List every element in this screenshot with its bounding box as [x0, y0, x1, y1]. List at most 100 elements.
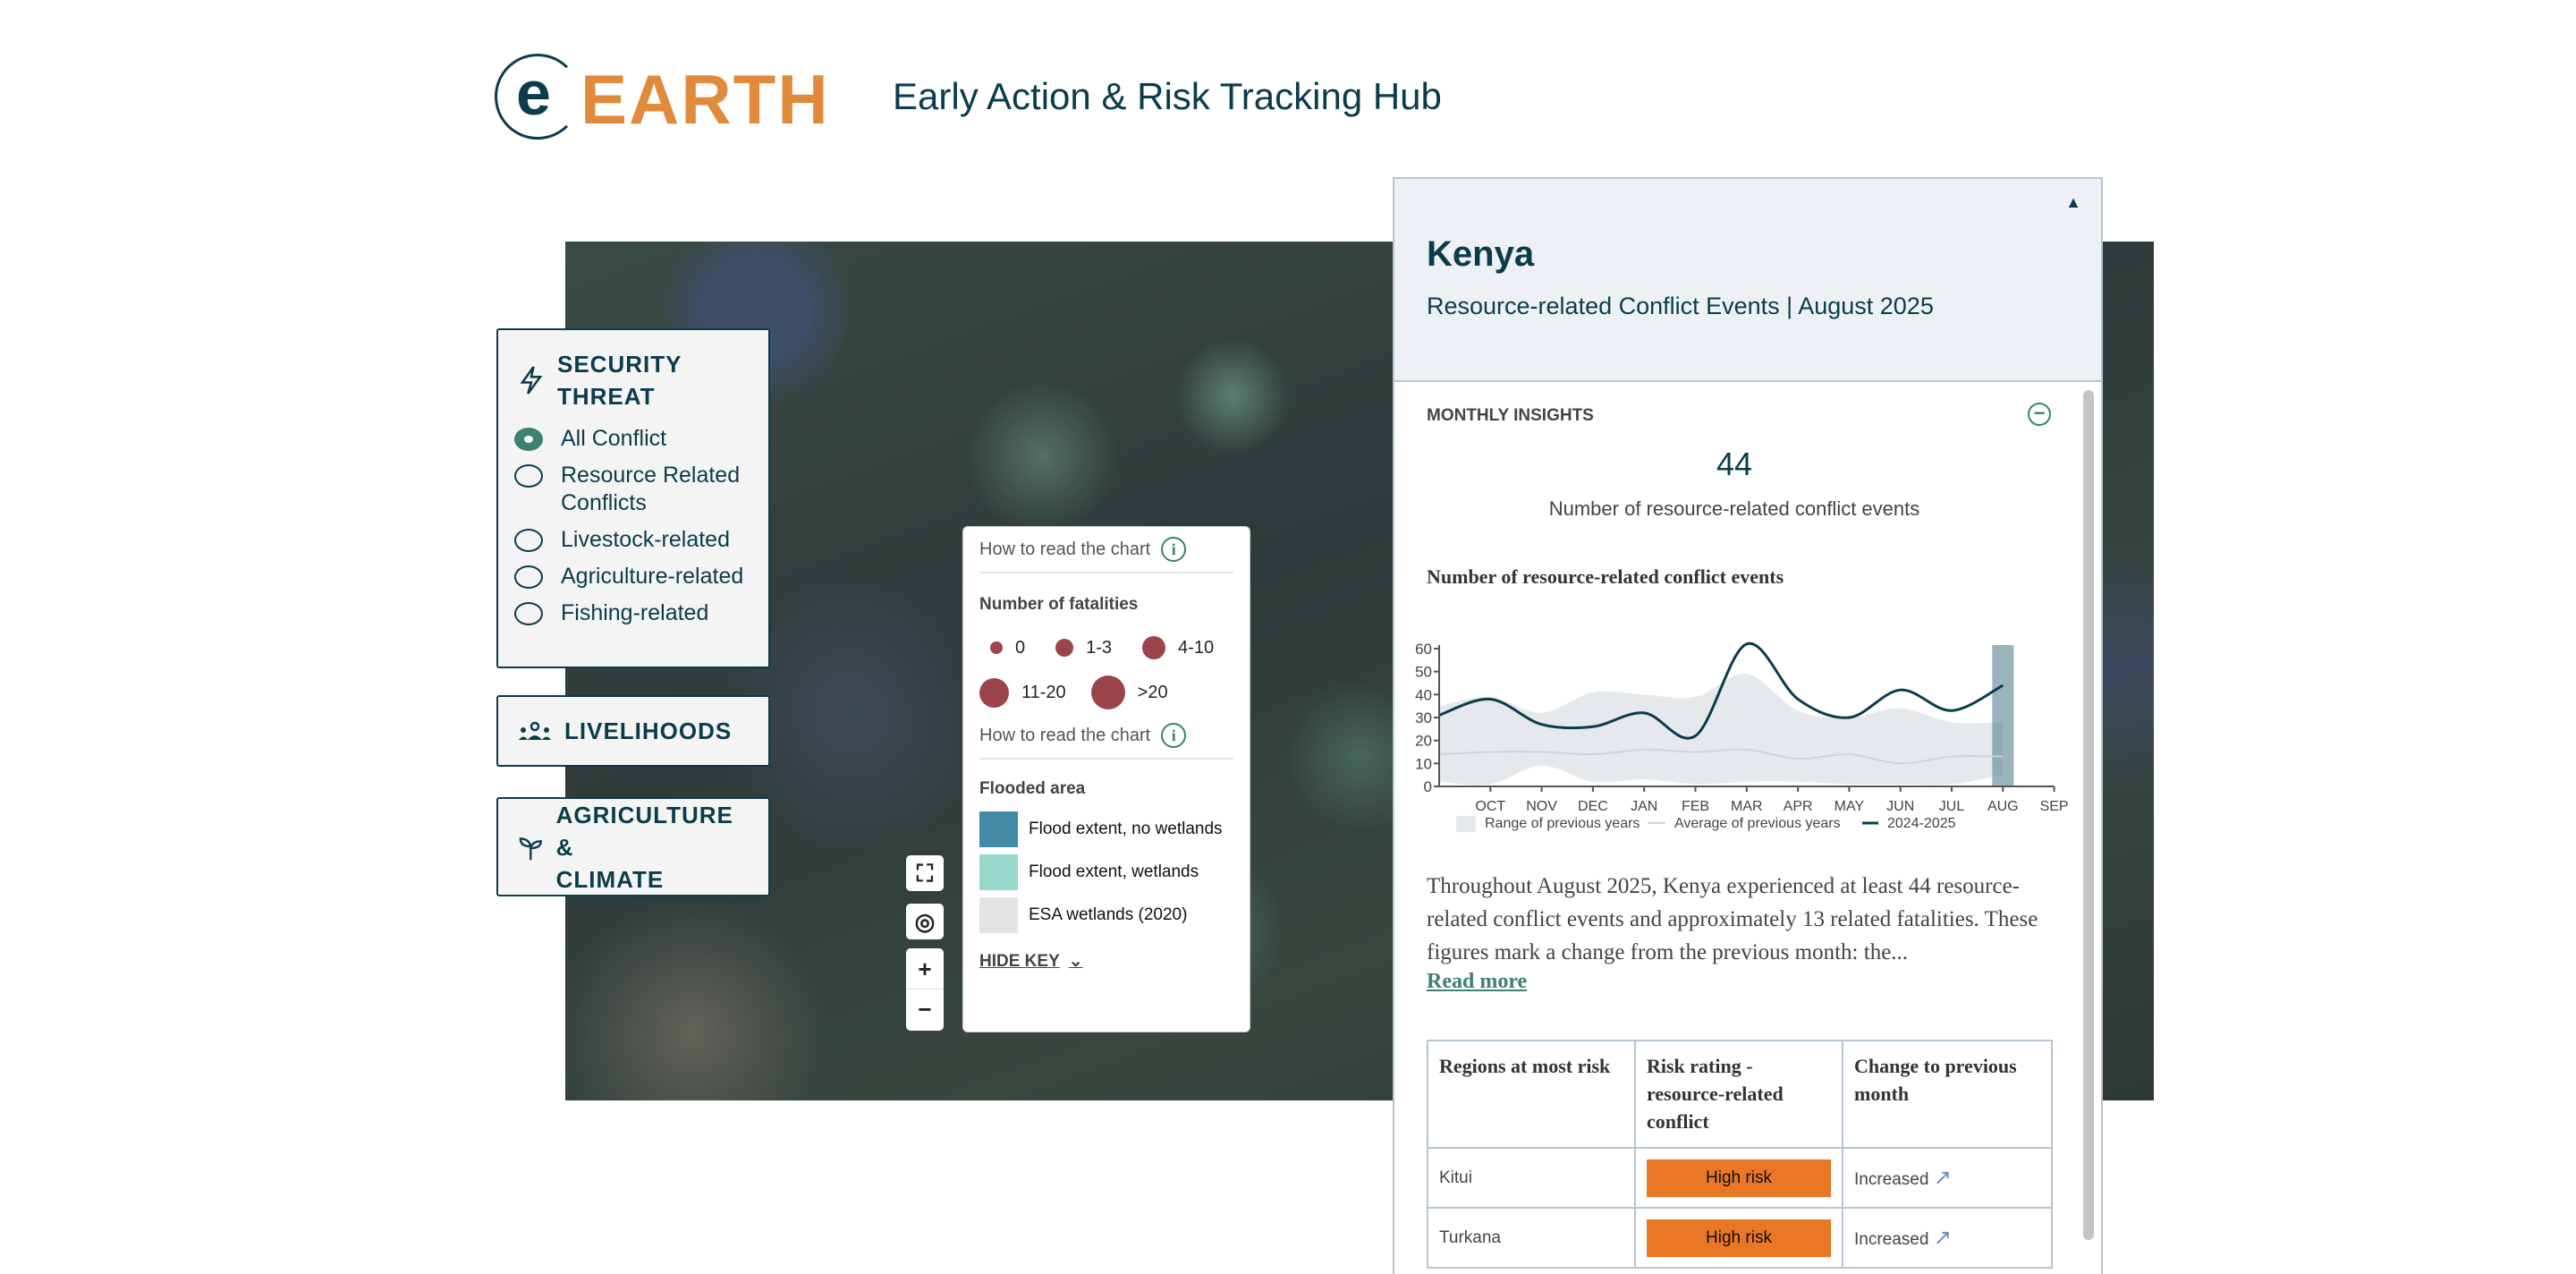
radio-button[interactable]: [514, 529, 543, 552]
people-icon: [519, 721, 551, 740]
bubble-1-3: [1055, 639, 1074, 657]
bubble-label: 4-10: [1178, 637, 1215, 658]
security-threat-header[interactable]: SECURITY THREAT: [498, 348, 768, 412]
radio-option[interactable]: Resource Related Conflicts: [498, 462, 768, 517]
radio-button[interactable]: [514, 602, 543, 625]
livelihoods-panel[interactable]: LIVELIHOODS: [496, 695, 770, 767]
zoom-in-button[interactable]: +: [906, 948, 944, 989]
x-tick-label: FEB: [1682, 799, 1709, 814]
how-to-read-fatalities[interactable]: How to read the chart i: [979, 527, 1233, 573]
bubble-11-20: [979, 677, 1009, 708]
bubble-label: 1-3: [1086, 637, 1113, 658]
column-header: Change to previous month: [1842, 1040, 2053, 1149]
range-area: [1439, 674, 2004, 786]
how-to-read-label: How to read the chart: [979, 539, 1151, 559]
monthly-insights-title: MONTHLY INSIGHTS: [1427, 406, 1594, 425]
x-tick-label: JAN: [1631, 799, 1657, 814]
zoom-out-button[interactable]: −: [918, 996, 932, 1023]
radio-label: Fishing-related: [561, 600, 709, 625]
y-tick-label: 10: [1415, 755, 1432, 772]
x-tick-label: MAR: [1731, 799, 1763, 814]
radio-option[interactable]: All Conflict: [498, 425, 768, 453]
bubble-4-10: [1142, 636, 1166, 659]
read-more-link[interactable]: Read more: [1427, 970, 1528, 993]
how-to-read-flood[interactable]: How to read the chart i: [979, 713, 1233, 760]
country-panel-header: Kenya Resource-related Conflict Events |…: [1394, 179, 2101, 382]
hide-key-label: HIDE KEY: [979, 951, 1060, 971]
radio-button[interactable]: [514, 464, 543, 488]
legend-average-label: Average of previous years: [1674, 816, 1841, 831]
change-label: Increased: [1854, 1230, 1929, 1249]
radio-label: Livestock-related: [561, 527, 730, 552]
column-header: Risk rating - resource-related conflict: [1634, 1040, 1843, 1149]
radio-button[interactable]: [514, 428, 543, 451]
bubble-label: >20: [1137, 682, 1168, 702]
info-icon[interactable]: i: [1161, 723, 1187, 748]
scrollbar[interactable]: [2083, 390, 2094, 1240]
y-tick-label: 30: [1415, 709, 1432, 726]
average-line: [1438, 748, 2004, 765]
agri-title-2: CLIMATE: [555, 865, 665, 893]
conflict-events-chart: 0 10 20 30 40 50 60 OCT NOV DEC JAN FEB MAR APR MAY JUN…: [1415, 641, 2069, 832]
livelihoods-title: LIVELIHOODS: [564, 718, 733, 744]
highlight-bar: [1992, 644, 2014, 786]
map-legend: How to read the chart i Number of fatalit…: [962, 526, 1250, 1032]
radio-option[interactable]: Livestock-related: [498, 526, 768, 554]
earth-logo[interactable]: e EARTH: [495, 52, 843, 145]
site-title: Early Action & Risk Tracking Hub: [893, 75, 1442, 117]
event-count: 44: [1716, 446, 1753, 482]
risk-table: Regions at most risk Risk rating - resou…: [1427, 1040, 2053, 1269]
country-panel: Kenya Resource-related Conflict Events |…: [1393, 177, 2103, 1274]
radio-option[interactable]: Fishing-related: [498, 599, 768, 627]
x-tick-label: NOV: [1526, 799, 1557, 814]
table-row: Turkana High risk Increased ↗: [1427, 1207, 2053, 1269]
sprout-icon: [519, 837, 542, 860]
radio-button[interactable]: [514, 565, 543, 589]
y-tick-label: 40: [1415, 686, 1432, 703]
flood-legend-item: Flood extent, wetlands: [979, 854, 1233, 890]
risk-badge: High risk: [1647, 1159, 1831, 1197]
x-tick-label: SEP: [2040, 799, 2069, 814]
country-name: Kenya: [1427, 234, 1535, 274]
change-label: Increased: [1854, 1170, 1929, 1189]
x-tick-label: APR: [1784, 799, 1813, 814]
arrow-up-right-icon: ↗: [1933, 1226, 1952, 1250]
flood-legend-item: Flood extent, no wetlands: [979, 811, 1233, 847]
locate-button[interactable]: ◎: [906, 904, 944, 939]
agri-title-1: AGRICULTURE &: [555, 801, 733, 861]
bubble-over-20: [1090, 675, 1125, 709]
x-tick-label: JUL: [1939, 799, 1965, 814]
hide-key-button[interactable]: HIDE KEY ⌄: [979, 951, 1233, 972]
column-header: Regions at most risk: [1427, 1040, 1636, 1149]
fullscreen-icon: ⛶: [916, 860, 934, 887]
logo-ring: [495, 54, 580, 140]
legend-range-swatch: [1456, 816, 1476, 832]
flood-label: ESA wetlands (2020): [1029, 905, 1188, 924]
chart-title: Number of resource-related conflict even…: [1427, 565, 1784, 588]
radio-label: Resource Related Conflicts: [561, 463, 741, 515]
x-tick-label: JUN: [1886, 799, 1914, 814]
lightning-icon: [520, 366, 543, 395]
radio-option[interactable]: Agriculture-related: [498, 563, 768, 590]
fullscreen-button[interactable]: ⛶: [906, 855, 944, 891]
collapse-caret-icon[interactable]: ▲: [2065, 193, 2081, 211]
x-tick-label: OCT: [1475, 799, 1505, 814]
flood-title: Flooded area: [979, 779, 1086, 798]
chevron-down-icon: ⌄: [1068, 952, 1083, 971]
info-icon[interactable]: i: [1161, 537, 1187, 562]
bubble-0: [990, 641, 1003, 654]
region-cell: Kitui: [1427, 1147, 1636, 1209]
change-cell: Increased ↗: [1842, 1147, 2053, 1209]
fatalities-title: Number of fatalities: [979, 595, 1139, 614]
how-to-read-label: How to read the chart: [979, 725, 1151, 745]
table-header-row: Regions at most risk Risk rating - resou…: [1427, 1040, 2053, 1149]
y-tick-label: 50: [1415, 664, 1432, 681]
agriculture-climate-panel[interactable]: AGRICULTURE & CLIMATE: [496, 797, 770, 896]
legend-range-label: Range of previous years: [1485, 816, 1640, 831]
x-tick-label: MAY: [1835, 799, 1865, 814]
flood-swatch: [979, 854, 1018, 890]
panel-subtitle: Resource-related Conflict Events | Augus…: [1427, 293, 1934, 319]
security-threat-panel: SECURITY THREAT All Conflict Resource Rela…: [496, 328, 770, 668]
collapse-minus-icon[interactable]: −: [2028, 403, 2051, 426]
flood-label: Flood extent, wetlands: [1029, 862, 1199, 881]
